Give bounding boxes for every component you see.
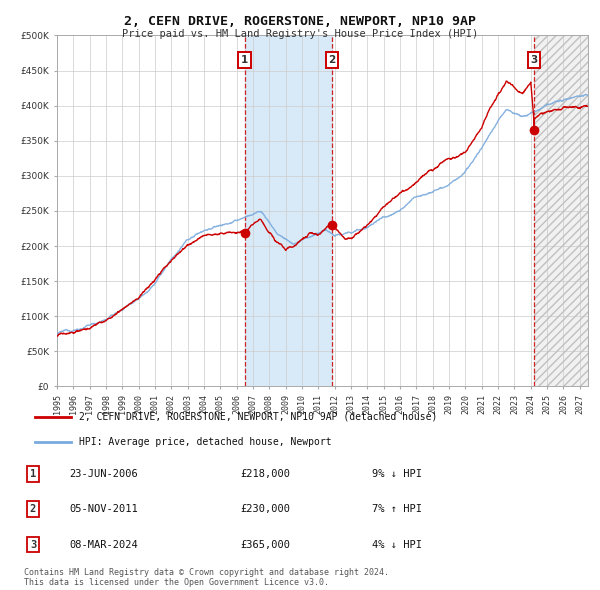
Text: 4% ↓ HPI: 4% ↓ HPI bbox=[372, 540, 422, 549]
Text: HPI: Average price, detached house, Newport: HPI: Average price, detached house, Newp… bbox=[79, 437, 332, 447]
Text: £218,000: £218,000 bbox=[240, 469, 290, 478]
Text: 7% ↑ HPI: 7% ↑ HPI bbox=[372, 504, 422, 514]
Bar bbox=[534, 35, 588, 386]
Text: 08-MAR-2024: 08-MAR-2024 bbox=[69, 540, 138, 549]
Text: 3: 3 bbox=[30, 540, 36, 549]
Text: 2: 2 bbox=[329, 55, 336, 65]
Text: 2: 2 bbox=[30, 504, 36, 514]
Bar bbox=[534, 35, 588, 386]
Text: £365,000: £365,000 bbox=[240, 540, 290, 549]
Text: 2, CEFN DRIVE, ROGERSTONE, NEWPORT, NP10 9AP (detached house): 2, CEFN DRIVE, ROGERSTONE, NEWPORT, NP10… bbox=[79, 412, 437, 422]
Text: 9% ↓ HPI: 9% ↓ HPI bbox=[372, 469, 422, 478]
Text: 3: 3 bbox=[530, 55, 538, 65]
Text: Price paid vs. HM Land Registry's House Price Index (HPI): Price paid vs. HM Land Registry's House … bbox=[122, 29, 478, 39]
Text: £230,000: £230,000 bbox=[240, 504, 290, 514]
Text: 1: 1 bbox=[241, 55, 248, 65]
Text: 2, CEFN DRIVE, ROGERSTONE, NEWPORT, NP10 9AP: 2, CEFN DRIVE, ROGERSTONE, NEWPORT, NP10… bbox=[124, 15, 476, 28]
Text: 23-JUN-2006: 23-JUN-2006 bbox=[69, 469, 138, 478]
Bar bbox=[245, 35, 332, 386]
Text: 05-NOV-2011: 05-NOV-2011 bbox=[69, 504, 138, 514]
Text: Contains HM Land Registry data © Crown copyright and database right 2024.
This d: Contains HM Land Registry data © Crown c… bbox=[24, 568, 389, 587]
Text: 1: 1 bbox=[30, 469, 36, 478]
